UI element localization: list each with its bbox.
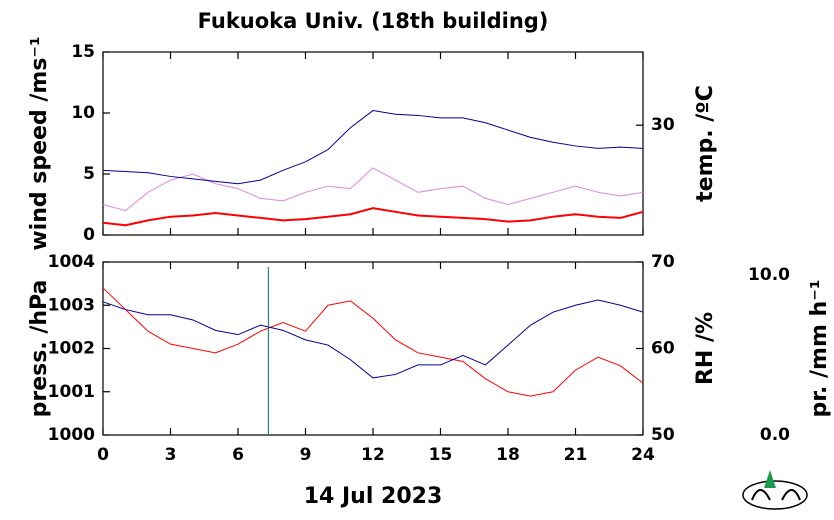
y3-tick-label: 0.0 (760, 425, 790, 445)
x-tick-label: 6 (232, 445, 244, 465)
y3-axis-label: pr. /mm h⁻¹ (807, 280, 832, 418)
y-tick-label: 1000 (48, 425, 95, 445)
plot-frame (102, 261, 644, 436)
y3-tick-label: 10.0 (748, 265, 790, 285)
series-line (102, 207, 644, 227)
y2-axis-label: RH /% (693, 312, 718, 385)
x-tick-label: 12 (361, 445, 385, 465)
x-tick-label: 15 (429, 445, 453, 465)
y2-axis-label: temp. /ºC (693, 85, 718, 202)
x-tick-label: 0 (97, 445, 109, 465)
x-tick-label: 18 (496, 445, 520, 465)
x-tick-label: 9 (300, 445, 312, 465)
x-tick-label: 3 (165, 445, 177, 465)
y-tick-label: 1001 (48, 382, 95, 402)
y-axis-label: press. /hPa (27, 280, 52, 418)
y-tick-label: 10 (71, 103, 95, 123)
logo (742, 470, 808, 510)
y-tick-label: 1004 (48, 252, 95, 272)
x-tick-label: 21 (564, 445, 588, 465)
y-tick-label: 15 (71, 42, 95, 62)
series-line (102, 299, 644, 379)
y2-tick-label: 60 (651, 339, 675, 359)
series-line (102, 287, 644, 397)
y2-tick-label: 50 (651, 425, 675, 445)
y-tick-label: 1003 (48, 295, 95, 315)
y2-tick-label: 70 (651, 252, 675, 272)
y-tick-label: 5 (83, 164, 95, 184)
series-line (102, 110, 644, 185)
series-line (102, 167, 644, 212)
y2-tick-label: 30 (651, 115, 675, 135)
y-axis-label: wind speed /ms⁻¹ (27, 36, 52, 250)
chart-title: Fukuoka Univ. (18th building) (198, 9, 549, 33)
y-tick-label: 0 (83, 225, 95, 245)
x-axis-label: 14 Jul 2023 (304, 484, 443, 509)
y-tick-label: 1002 (48, 339, 95, 359)
x-tick-label: 24 (631, 445, 655, 465)
